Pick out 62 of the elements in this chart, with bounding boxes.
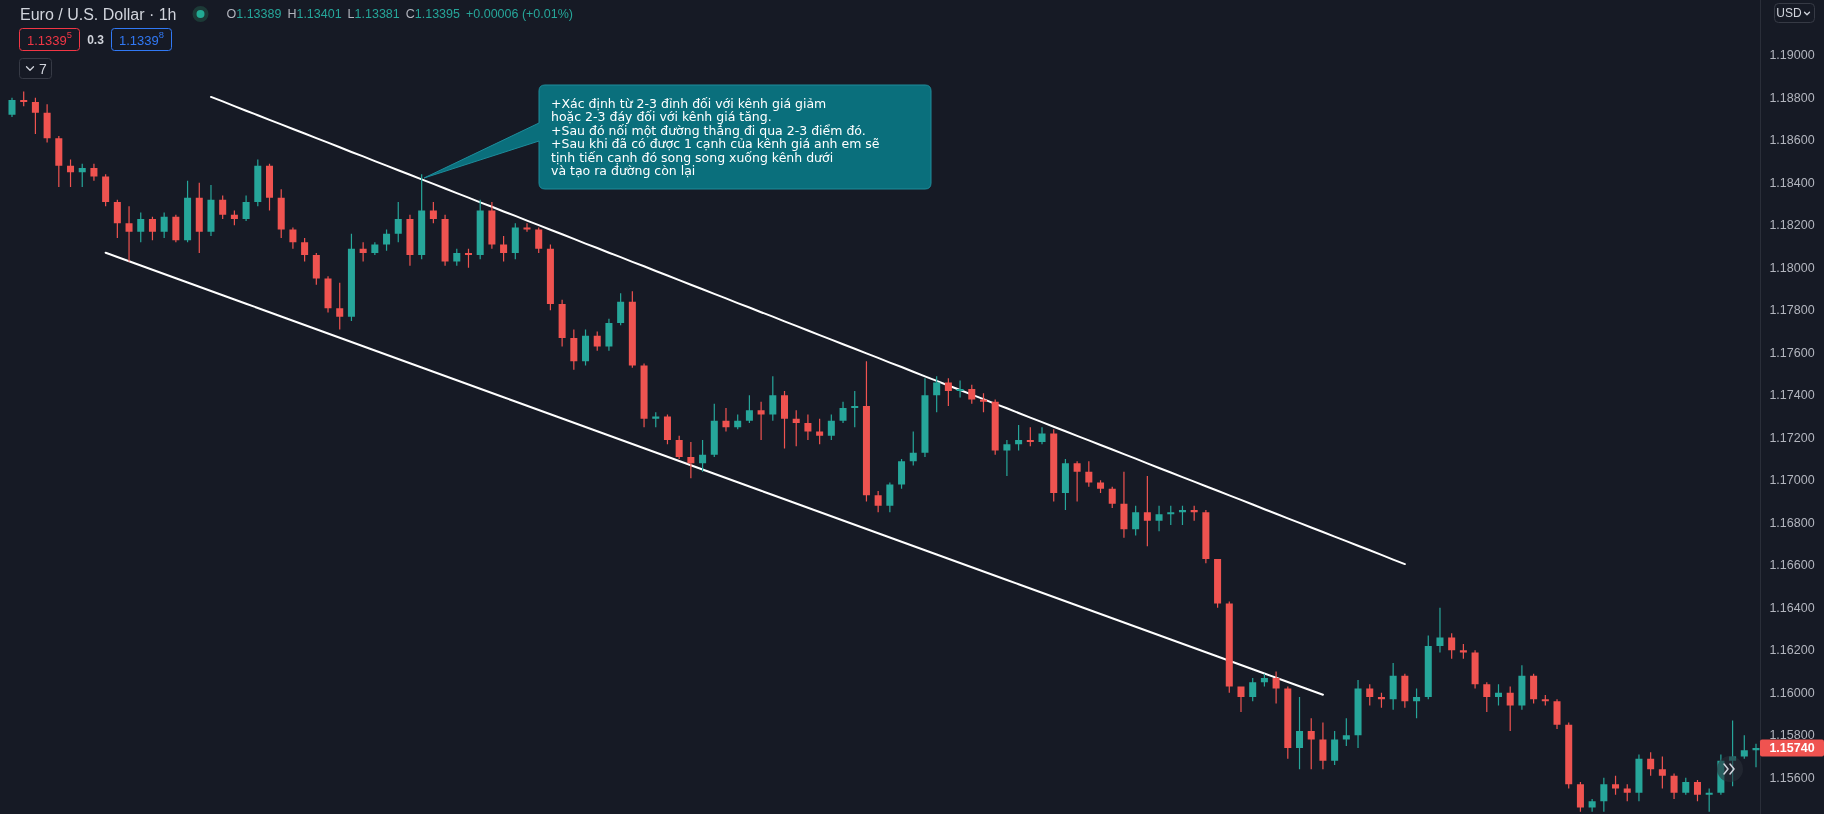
line-series xyxy=(209,95,1406,566)
annotation: 0.3 xyxy=(87,33,105,47)
candlestick xyxy=(722,408,730,432)
candlestick xyxy=(1553,699,1561,729)
y-tick-label: 1.15600 xyxy=(1769,770,1815,785)
candlestick xyxy=(125,206,133,262)
annotation: 7 xyxy=(39,60,48,77)
candlestick xyxy=(1670,773,1678,800)
candlestick xyxy=(1588,799,1596,812)
annotation: 1.1339$^{5}$ xyxy=(27,30,72,48)
y-tick-label: 1.18200 xyxy=(1769,218,1815,233)
candlestick xyxy=(1038,427,1046,445)
candlestick xyxy=(804,414,812,440)
y-tick-label: 1.17000 xyxy=(1769,473,1815,488)
candlestick xyxy=(406,214,414,266)
candlestick xyxy=(1436,607,1444,653)
candlestick xyxy=(1237,686,1245,712)
text: 1.15740 xyxy=(1769,741,1815,756)
annotation: 1.1339$^{8}$ xyxy=(119,30,164,48)
candlestick xyxy=(816,418,824,445)
candlestick xyxy=(1319,722,1327,770)
candlestick xyxy=(1120,471,1128,538)
candlestick xyxy=(1342,718,1350,746)
y-tick-label: 1.16600 xyxy=(1769,558,1815,573)
annotation: +0.00006 (+0.01%) xyxy=(465,7,573,21)
annotation: +Xác định từ 2-3 đỉnh đối với kênh giá giảm hoặc 2-3 đáy đối với kênh giá tăng. +Sau đó nối một đường thẳng đi qua 2-3 điểm đó. +Sau khi đã có được 1 cạnh của kênh giá anh em sẽ tịnh tiến cạnh đó song song xuống kênh dưới và tạo ra đường còn lại xyxy=(551,95,880,178)
candlestick xyxy=(1752,743,1760,768)
candlestick xyxy=(1097,480,1105,494)
y-tick-label: 1.18800 xyxy=(1769,90,1815,105)
y-tick-label: 1.15800 xyxy=(1769,728,1815,743)
candlestick xyxy=(90,163,98,181)
candlestick xyxy=(921,378,929,457)
candlestick xyxy=(839,401,847,423)
y-tick-label: 1.16000 xyxy=(1769,685,1815,700)
chart-title: Euro / U.S. Dollar · 1h xyxy=(20,5,177,23)
y-tick-label: 1.19000 xyxy=(1769,48,1815,63)
candlestick xyxy=(1623,784,1631,802)
candlestick xyxy=(242,195,250,222)
candlestick xyxy=(1518,665,1526,710)
y-tick-label: 1.18000 xyxy=(1769,260,1815,275)
y-tick-label: 1.16800 xyxy=(1769,515,1815,530)
candlestick xyxy=(956,380,964,398)
line-series xyxy=(104,251,1324,696)
annotation: L1.13381 xyxy=(347,7,400,21)
y-tick-label: 1.17800 xyxy=(1769,303,1815,318)
annotation: C1.13395 xyxy=(405,7,461,21)
candlestick xyxy=(1155,505,1163,532)
y-tick-label: 1.18400 xyxy=(1769,175,1815,190)
candlestick xyxy=(207,184,215,236)
y-tick-label: 1.17200 xyxy=(1769,430,1815,445)
candlestick xyxy=(523,223,531,232)
y-tick-label: 1.16400 xyxy=(1769,600,1815,615)
y-tick-label: 1.17400 xyxy=(1769,388,1815,403)
y-tick-label: 1.17600 xyxy=(1769,345,1815,360)
annotation: O1.13389 xyxy=(226,7,282,21)
candlestick xyxy=(1740,735,1748,759)
y-tick-label: 1.16200 xyxy=(1769,643,1815,658)
y-axis-title: USD xyxy=(1776,6,1802,20)
candlestick xyxy=(289,227,297,249)
candlestick xyxy=(8,97,16,117)
y-tick-label: 1.18600 xyxy=(1769,133,1815,148)
annotation: H1.13401 xyxy=(287,7,342,21)
